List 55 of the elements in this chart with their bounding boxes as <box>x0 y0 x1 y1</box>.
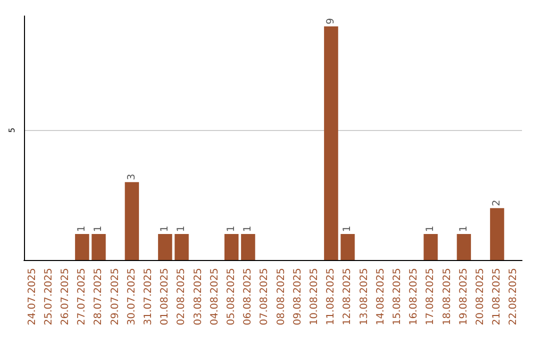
x-tick-label: 30.07.2025 <box>126 268 138 326</box>
bar <box>124 182 139 260</box>
y-tick-label: 5 <box>8 128 16 133</box>
x-tick-label: 06.08.2025 <box>242 268 254 326</box>
x-tick-label: 01.08.2025 <box>160 268 171 326</box>
x-tick-label: 12.08.2025 <box>342 268 354 326</box>
x-tick-label: 19.08.2025 <box>458 268 470 326</box>
x-tick-label: 22.08.2025 <box>508 268 520 326</box>
x-tick-label: 02.08.2025 <box>176 268 188 326</box>
data-label: 1 <box>242 226 254 232</box>
data-label: 1 <box>342 226 354 232</box>
bar <box>424 234 438 260</box>
data-label: 1 <box>458 226 470 232</box>
x-tick-label: 10.08.2025 <box>309 268 320 326</box>
bar <box>92 234 106 260</box>
data-label: 1 <box>425 226 436 232</box>
bar <box>456 234 471 260</box>
bar <box>158 234 172 260</box>
bar <box>340 234 355 260</box>
x-tick-label: 31.07.2025 <box>143 268 154 326</box>
data-label: 1 <box>93 226 104 232</box>
bar <box>174 234 189 260</box>
data-label: 3 <box>126 174 138 180</box>
x-tick-label: 03.08.2025 <box>192 268 204 326</box>
data-label: 1 <box>176 226 188 232</box>
x-tick-label: 07.08.2025 <box>259 268 270 326</box>
x-tick-label: 20.08.2025 <box>475 268 486 326</box>
x-tick-label: 14.08.2025 <box>375 268 386 326</box>
x-tick-label: 15.08.2025 <box>392 268 403 326</box>
data-label: 2 <box>492 200 503 206</box>
x-tick-label: 13.08.2025 <box>358 268 370 326</box>
x-tick-label: 28.07.2025 <box>93 268 104 326</box>
x-tick-label: 21.08.2025 <box>492 268 503 326</box>
x-tick-label: 18.08.2025 <box>442 268 453 326</box>
x-tick-label: 08.08.2025 <box>276 268 287 326</box>
data-label: 1 <box>226 226 237 232</box>
x-tick-label: 29.07.2025 <box>110 268 121 326</box>
data-label: 9 <box>326 18 337 24</box>
x-tick-label: 11.08.2025 <box>326 268 337 326</box>
x-tick-label: 05.08.2025 <box>226 268 237 326</box>
bar <box>241 234 256 260</box>
bar <box>224 234 239 260</box>
x-tick-label: 27.07.2025 <box>76 268 88 326</box>
bar <box>75 234 90 260</box>
bar <box>324 26 338 260</box>
x-tick-label: 25.07.2025 <box>43 268 54 326</box>
x-tick-label: 04.08.2025 <box>209 268 220 326</box>
data-label: 1 <box>76 226 88 232</box>
x-tick-label: 16.08.2025 <box>408 268 420 326</box>
data-label: 1 <box>160 226 171 232</box>
bar <box>490 208 504 260</box>
x-tick-label: 24.07.2025 <box>26 268 38 326</box>
x-tick-label: 09.08.2025 <box>292 268 304 326</box>
x-tick-label: 26.07.2025 <box>60 268 71 326</box>
x-tick-label: 17.08.2025 <box>425 268 436 326</box>
